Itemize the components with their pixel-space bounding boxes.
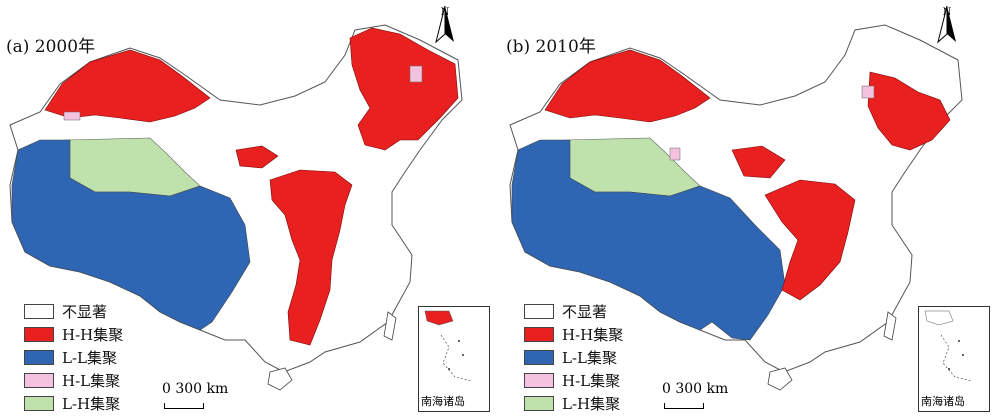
legend-item: L-H集聚 <box>524 392 623 415</box>
hl-cluster-ne <box>861 85 875 99</box>
north-arrow: N <box>434 2 456 46</box>
hh-cluster-innermongolia <box>731 145 786 179</box>
north-label: N <box>943 7 952 18</box>
legend-swatch <box>524 304 554 319</box>
taiwan-island <box>883 311 897 341</box>
scale-label: 0 300 km <box>162 381 229 397</box>
legend-item: H-L集聚 <box>24 369 123 392</box>
south-china-sea-inset: 南海诸岛 <box>918 306 990 412</box>
legend-swatch <box>24 396 54 411</box>
legend-swatch <box>24 304 54 319</box>
legend-swatch <box>24 350 54 365</box>
legend-label: H-L集聚 <box>562 372 621 390</box>
ll-cluster-region <box>11 139 251 331</box>
scale-bar-line <box>164 403 204 409</box>
hh-cluster-xinjiang <box>44 49 211 123</box>
north-arrow-icon: N <box>937 5 956 44</box>
legend-label: L-H集聚 <box>562 395 621 413</box>
legend-item: H-H集聚 <box>24 323 123 346</box>
legend-label: L-L集聚 <box>62 349 117 367</box>
scale-bar-line <box>664 403 704 409</box>
hh-cluster-central <box>764 179 856 301</box>
north-arrow-icon: N <box>435 5 454 44</box>
hl-cluster-north <box>63 111 81 121</box>
legend-label: L-H集聚 <box>62 395 121 413</box>
legend-item: 不显著 <box>24 300 123 323</box>
hh-cluster-xinjiang <box>544 49 711 123</box>
legend-label: 不显著 <box>62 303 108 321</box>
panel-title: (b) 2010年 <box>506 37 596 57</box>
inset-map <box>924 310 972 382</box>
hainan-island <box>267 367 293 391</box>
legend-swatch <box>524 396 554 411</box>
legend-item: L-L集聚 <box>524 346 623 369</box>
hh-cluster-central <box>269 169 353 346</box>
legend-label: 不显著 <box>562 303 608 321</box>
inset-label: 南海诸岛 <box>421 395 465 408</box>
hh-cluster-northeast <box>349 27 459 151</box>
map-panel-2000: (a) 2000年 N 不显著 H-H集聚 L-L集聚 H-L集聚 L-H集聚 … <box>6 2 490 415</box>
legend-label: H-L集聚 <box>62 372 121 390</box>
inset-label: 南海诸岛 <box>921 395 965 408</box>
ll-cluster-region <box>511 139 786 341</box>
legend-item: H-H集聚 <box>524 323 623 346</box>
legend: 不显著 H-H集聚 L-L集聚 H-L集聚 L-H集聚 <box>24 300 123 415</box>
hh-cluster-northeast <box>867 71 951 151</box>
legend-item: 不显著 <box>524 300 623 323</box>
legend-swatch <box>524 373 554 388</box>
legend-item: L-H集聚 <box>24 392 123 415</box>
legend-swatch <box>24 373 54 388</box>
legend-label: H-H集聚 <box>562 326 624 344</box>
hainan-island <box>767 367 793 391</box>
legend-swatch <box>524 350 554 365</box>
legend-item: L-L集聚 <box>24 346 123 369</box>
legend-label: L-L集聚 <box>562 349 617 367</box>
hh-cluster-innermongolia <box>235 145 279 169</box>
south-china-sea-inset: 南海诸岛 <box>418 306 490 412</box>
scale-label: 0 300 km <box>662 381 729 397</box>
china-map-2010 <box>509 24 963 391</box>
panel-title: (a) 2000年 <box>6 37 96 57</box>
legend-swatch <box>24 327 54 342</box>
scale-bar: 0 300 km <box>662 381 742 411</box>
north-label: N <box>441 7 450 18</box>
north-arrow: N <box>936 2 958 46</box>
legend-item: H-L集聚 <box>524 369 623 392</box>
map-panel-2010: (b) 2010年 N 不显著 H-H集聚 L-L集聚 H-L集聚 L-H集聚 … <box>500 0 1000 419</box>
legend: 不显著 H-H集聚 L-L集聚 H-L集聚 L-H集聚 <box>524 300 623 415</box>
china-map-2000 <box>9 24 463 391</box>
legend-label: H-H集聚 <box>62 326 124 344</box>
hl-cluster-ne <box>409 65 423 83</box>
legend-swatch <box>524 327 554 342</box>
taiwan-island <box>383 311 397 341</box>
inset-map <box>424 310 472 382</box>
hl-cluster-north <box>669 147 681 161</box>
scale-bar: 0 300 km <box>162 381 242 411</box>
